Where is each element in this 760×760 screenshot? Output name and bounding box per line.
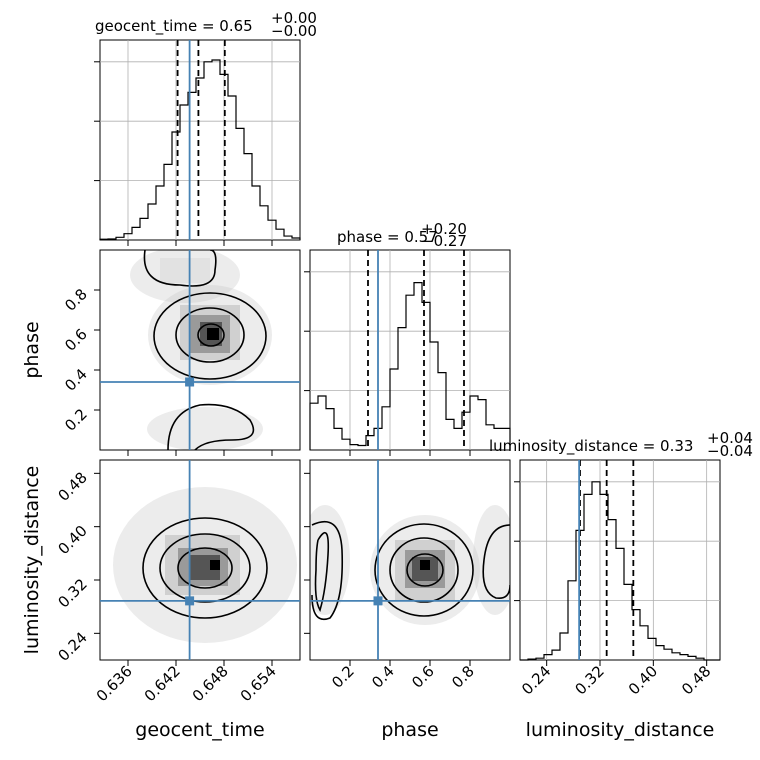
- panel-phase-hist: [309, 249, 511, 451]
- contour: [389, 537, 459, 603]
- title-geocent-time: geocent_time = 0.65: [95, 17, 253, 36]
- xlabel-luminosity-distance: luminosity_distance: [526, 719, 715, 741]
- hist2d-cell: [210, 560, 220, 570]
- x-tick-label: 0.6: [408, 662, 438, 692]
- y-tick-label: 0.32: [54, 575, 90, 611]
- x-tick-label: 0.8: [448, 662, 478, 692]
- y-tick-label: 0.6: [61, 325, 91, 355]
- contour: [406, 553, 444, 587]
- x-tick-label: 0.24: [518, 662, 554, 698]
- contour: [142, 517, 268, 619]
- histogram-luminosity_distance: [520, 481, 720, 661]
- panel-frame: [309, 459, 511, 661]
- contour: [374, 523, 474, 617]
- ylabel-phase: phase: [21, 321, 43, 378]
- contour: [167, 403, 255, 450]
- contour: [175, 307, 245, 363]
- contour: [314, 531, 330, 612]
- x-tick-label: 0.4: [368, 662, 398, 692]
- y-tick-label: 0.24: [54, 628, 90, 664]
- x-tick-label: 0.48: [678, 662, 714, 698]
- title-luminosity-distance: luminosity_distance = 0.33: [489, 437, 693, 456]
- x-tick-label: 0.636: [93, 662, 136, 705]
- xlabel-geocent-time: geocent_time: [135, 719, 264, 741]
- hist2d-cell: [420, 560, 430, 570]
- panel-frame: [99, 459, 301, 661]
- title-phase-sub: −0.27: [421, 232, 467, 250]
- panel-luminosity-distance-hist: [519, 459, 721, 661]
- title-phase: phase = 0.57: [337, 228, 438, 246]
- panel-phase-vs-geocent-time: [130, 250, 272, 450]
- x-tick-label: 0.642: [141, 662, 184, 705]
- x-tick-label: 0.648: [189, 662, 232, 705]
- title-geocent-time-sup: +0.00: [271, 9, 317, 27]
- y-tick-label: 0.8: [61, 285, 91, 315]
- histogram-geocent_time: [99, 59, 301, 240]
- title-geocent-time-sub: −0.00: [271, 22, 317, 40]
- contour: [177, 547, 233, 589]
- x-tick-label: 0.654: [237, 662, 280, 705]
- x-tick-label: 0.40: [625, 662, 661, 698]
- panel-luminosity-distance-vs-geocent-time: [113, 487, 297, 643]
- title-phase-sup: +0.20: [421, 220, 467, 238]
- contour: [143, 250, 217, 287]
- panel-frame: [99, 249, 301, 451]
- xlabel-phase: phase: [381, 719, 438, 741]
- contour: [197, 323, 225, 347]
- y-tick-label: 0.2: [61, 405, 91, 435]
- contour: [311, 520, 344, 620]
- truth-marker: [373, 596, 383, 606]
- contour: [482, 524, 510, 600]
- panel-luminosity-distance-vs-phase: [310, 505, 510, 625]
- truth-marker: [185, 377, 195, 387]
- y-tick-label: 0.4: [61, 365, 91, 395]
- title-luminosity-distance-sub: −0.04: [707, 442, 753, 460]
- x-tick-label: 0.32: [571, 662, 607, 698]
- scatter-cloud-right: [473, 505, 510, 615]
- panel-geocent-time-hist: [99, 39, 301, 241]
- y-tick-label: 0.48: [54, 468, 90, 504]
- hist2d-cell: [160, 258, 210, 283]
- contour: [153, 292, 267, 380]
- hist2d-cell: [207, 328, 219, 340]
- histogram-phase: [309, 282, 511, 450]
- contour: [159, 533, 251, 603]
- y-tick-label: 0.40: [54, 522, 90, 558]
- x-tick-label: 0.2: [328, 662, 358, 692]
- truth-marker: [185, 596, 195, 606]
- ylabel-luminosity-distance: luminosity_distance: [21, 466, 43, 655]
- title-luminosity-distance-sup: +0.04: [707, 429, 753, 447]
